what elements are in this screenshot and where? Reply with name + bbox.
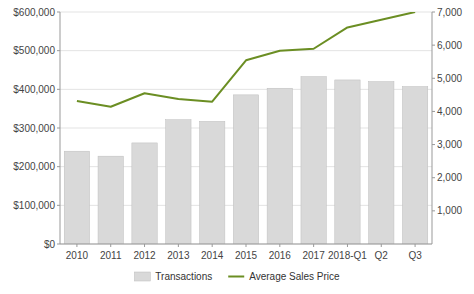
legend-swatch — [228, 276, 244, 278]
x-tick-label: 2010 — [66, 250, 89, 261]
right-axis-line — [432, 12, 433, 244]
bar — [335, 80, 360, 244]
legend-label: Transactions — [155, 271, 212, 282]
bar — [98, 156, 123, 244]
y2-tick-label: 7,000 — [437, 7, 462, 18]
y-tick-label: $100,000 — [13, 200, 55, 211]
y2-tick — [432, 144, 435, 145]
bar — [301, 77, 326, 244]
x-tick-label: 2016 — [269, 250, 292, 261]
bar — [369, 82, 394, 244]
line — [77, 12, 415, 107]
x-tick — [313, 244, 314, 247]
y2-tick — [432, 210, 435, 211]
y-tick — [57, 50, 60, 51]
x-tick — [178, 244, 179, 247]
bar — [402, 87, 427, 244]
y-tick-label: $300,000 — [13, 123, 55, 134]
y-tick-label: $0 — [44, 239, 56, 250]
y-tick-label: $600,000 — [13, 7, 55, 18]
bar — [233, 95, 258, 244]
y2-tick-label: 2,000 — [437, 172, 462, 183]
legend-label: Average Sales Price — [249, 271, 340, 282]
y2-tick-label: 5,000 — [437, 73, 462, 84]
y2-tick — [432, 78, 435, 79]
bar-series — [64, 77, 428, 244]
x-tick — [415, 244, 416, 247]
x-tick — [347, 244, 348, 247]
x-tick-label: 2018-Q1 — [328, 250, 367, 261]
y2-tick — [432, 12, 435, 13]
x-tick-label: 2011 — [100, 250, 122, 261]
bar — [200, 121, 225, 244]
legend-swatch — [134, 272, 150, 281]
x-tick-label: Q2 — [375, 250, 389, 261]
plot-area — [64, 12, 428, 244]
y2-tick-label: 4,000 — [437, 106, 462, 117]
y2-tick — [432, 45, 435, 46]
grid-line — [60, 50, 432, 51]
x-tick — [110, 244, 111, 247]
x-tick-label: 2012 — [133, 250, 156, 261]
y-tick-label: $200,000 — [13, 161, 55, 172]
bar — [132, 143, 157, 244]
x-tick — [76, 244, 77, 247]
x-tick — [212, 244, 213, 247]
x-tick — [279, 244, 280, 247]
x-tick — [381, 244, 382, 247]
legend: Transactions Average Sales Price — [134, 271, 340, 282]
y2-tick-label: 1,000 — [437, 205, 462, 216]
y-tick — [57, 12, 60, 13]
bar — [267, 88, 292, 244]
x-tick-label: 2013 — [167, 250, 190, 261]
y2-tick — [432, 111, 435, 112]
x-tick-label: Q3 — [408, 250, 422, 261]
y2-tick-label: 3,000 — [437, 139, 462, 150]
axes: $0 $100,000 $200,000 $300,000 $400,000 $500,0… — [13, 7, 462, 262]
y-tick-label: $500,000 — [13, 45, 55, 56]
x-tick-label: 2014 — [201, 250, 224, 261]
grid — [60, 12, 432, 244]
y-tick — [57, 244, 60, 245]
bar — [64, 151, 89, 244]
x-tick-label: 2015 — [235, 250, 258, 261]
x-tick — [144, 244, 145, 247]
chart: $0 $100,000 $200,000 $300,000 $400,000 $500,0… — [0, 0, 474, 294]
y2-tick — [432, 177, 435, 178]
y-tick — [57, 128, 60, 129]
y-tick — [57, 89, 60, 90]
x-tick-label: 2017 — [303, 250, 326, 261]
x-tick — [246, 244, 247, 247]
page: {"chart_data": {"type": "bar", "categori… — [0, 0, 474, 294]
grid-line — [60, 12, 432, 13]
bar — [166, 120, 191, 244]
y-tick — [57, 166, 60, 167]
y-tick-label: $400,000 — [13, 84, 55, 95]
y2-tick-label: 6,000 — [437, 40, 462, 51]
y-tick — [57, 205, 60, 206]
